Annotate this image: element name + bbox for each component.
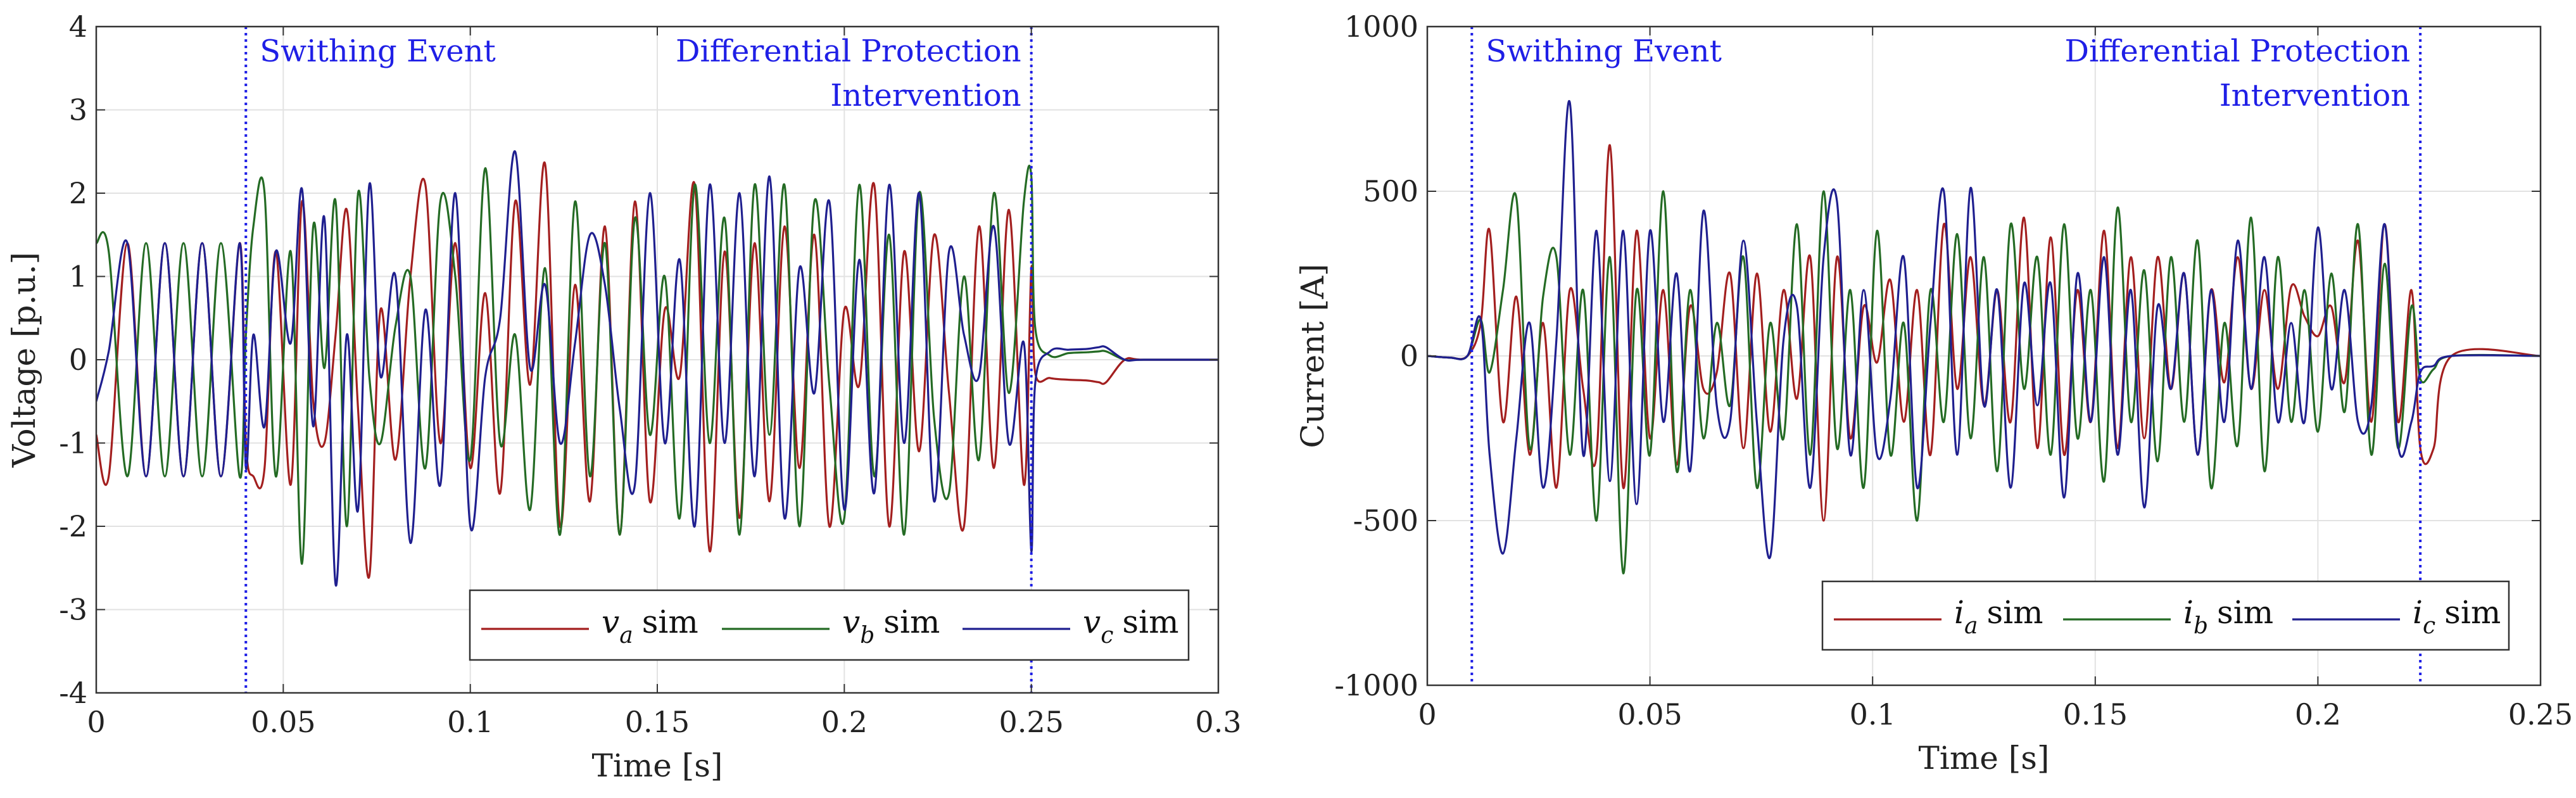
y-tick-label: 2 [69,176,87,210]
legend-symbol: v [842,604,860,640]
event-label: Intervention [2219,78,2410,113]
legend-subscript: a [1964,613,1978,639]
event-label: Swithing Event [1486,34,1722,69]
y-tick-label: 0 [1400,339,1418,373]
x-tick-label: 0.05 [1617,697,1682,732]
y-tick-label: 4 [69,10,87,44]
x-axis-label: Time [s] [592,747,723,784]
legend-box [469,589,1190,661]
legend-box [1821,580,2510,651]
x-tick-label: 0.15 [2063,697,2128,732]
legend: ia sim ib sim ic sim [1821,580,2510,651]
legend-label-i-a: ia sim [1954,594,2043,639]
legend-label-i-c: ic sim [2413,594,2501,639]
x-tick-label: 0.25 [999,705,1063,739]
y-tick-label: -3 [59,593,87,627]
event-label: Intervention [830,78,1021,113]
event-label: Differential Protection [676,34,1021,69]
x-tick-label: 0.15 [625,705,690,739]
legend-subscript: b [2194,613,2208,639]
event-label: Swithing Event [260,34,496,69]
series-line-i-a [1427,144,2541,522]
legend-symbol: i [1954,594,1964,631]
legend-symbol: v [602,604,619,640]
y-tick-label: 0 [69,343,87,377]
legend-symbol: i [2413,594,2423,631]
y-tick-label: -500 [1353,504,1418,538]
legend-suffix: sim [1986,594,2043,631]
legend: va sim vb sim vc sim [469,589,1190,661]
legend-subscript: c [2423,613,2435,639]
legend-label-v-a: va sim [602,604,698,649]
x-axis-label: Time [s] [1919,740,2050,776]
x-tick-label: 0 [87,705,105,739]
legend-suffix: sim [642,604,698,640]
legend-suffix: sim [1122,604,1178,640]
series-group [96,150,1218,587]
y-tick-label: 3 [69,93,87,127]
x-tick-label: 0.2 [2295,697,2341,732]
y-tick-label: -1 [59,426,87,460]
legend-suffix: sim [883,604,940,640]
y-tick-label: -1000 [1334,668,1418,702]
y-tick-label: -2 [59,509,87,543]
y-tick-label: 1000 [1344,10,1418,44]
y-tick-label: 500 [1363,174,1418,208]
legend-symbol: v [1083,604,1101,640]
event-label: Differential Protection [2064,34,2410,69]
y-tick-label: -4 [59,676,87,710]
series-line-i-c [1427,99,2541,559]
x-tick-label: 0.05 [251,705,315,739]
x-tick-label: 0.2 [821,705,868,739]
legend-suffix: sim [2217,594,2273,631]
x-tick-label: 0.1 [447,705,493,739]
legend-subscript: b [860,623,874,649]
series-line-v-b [96,165,1218,565]
voltage-chart: Swithing Event Differential Protection Int… [6,10,1242,784]
legend-subscript: a [619,623,633,649]
legend-subscript: c [1101,623,1113,649]
current-chart: Swithing Event Differential Protection Int… [1294,10,2573,776]
y-tick-label: 1 [69,260,87,294]
legend-symbol: i [2183,594,2194,631]
x-tick-label: 0.3 [1195,705,1241,739]
x-tick-label: 0 [1418,697,1436,732]
series-group [1427,99,2541,574]
x-tick-label: 0.1 [1850,697,1896,732]
legend-suffix: sim [2444,594,2501,631]
legend-label-v-c: vc sim [1083,604,1178,649]
y-axis-label: Current [A] [1294,263,1331,448]
y-axis-label: Voltage [p.u.] [6,252,42,468]
series-line-v-c [96,150,1218,587]
x-tick-label: 0.25 [2508,697,2573,732]
legend-label-i-b: ib sim [2183,594,2273,639]
legend-label-v-b: vb sim [842,604,940,649]
